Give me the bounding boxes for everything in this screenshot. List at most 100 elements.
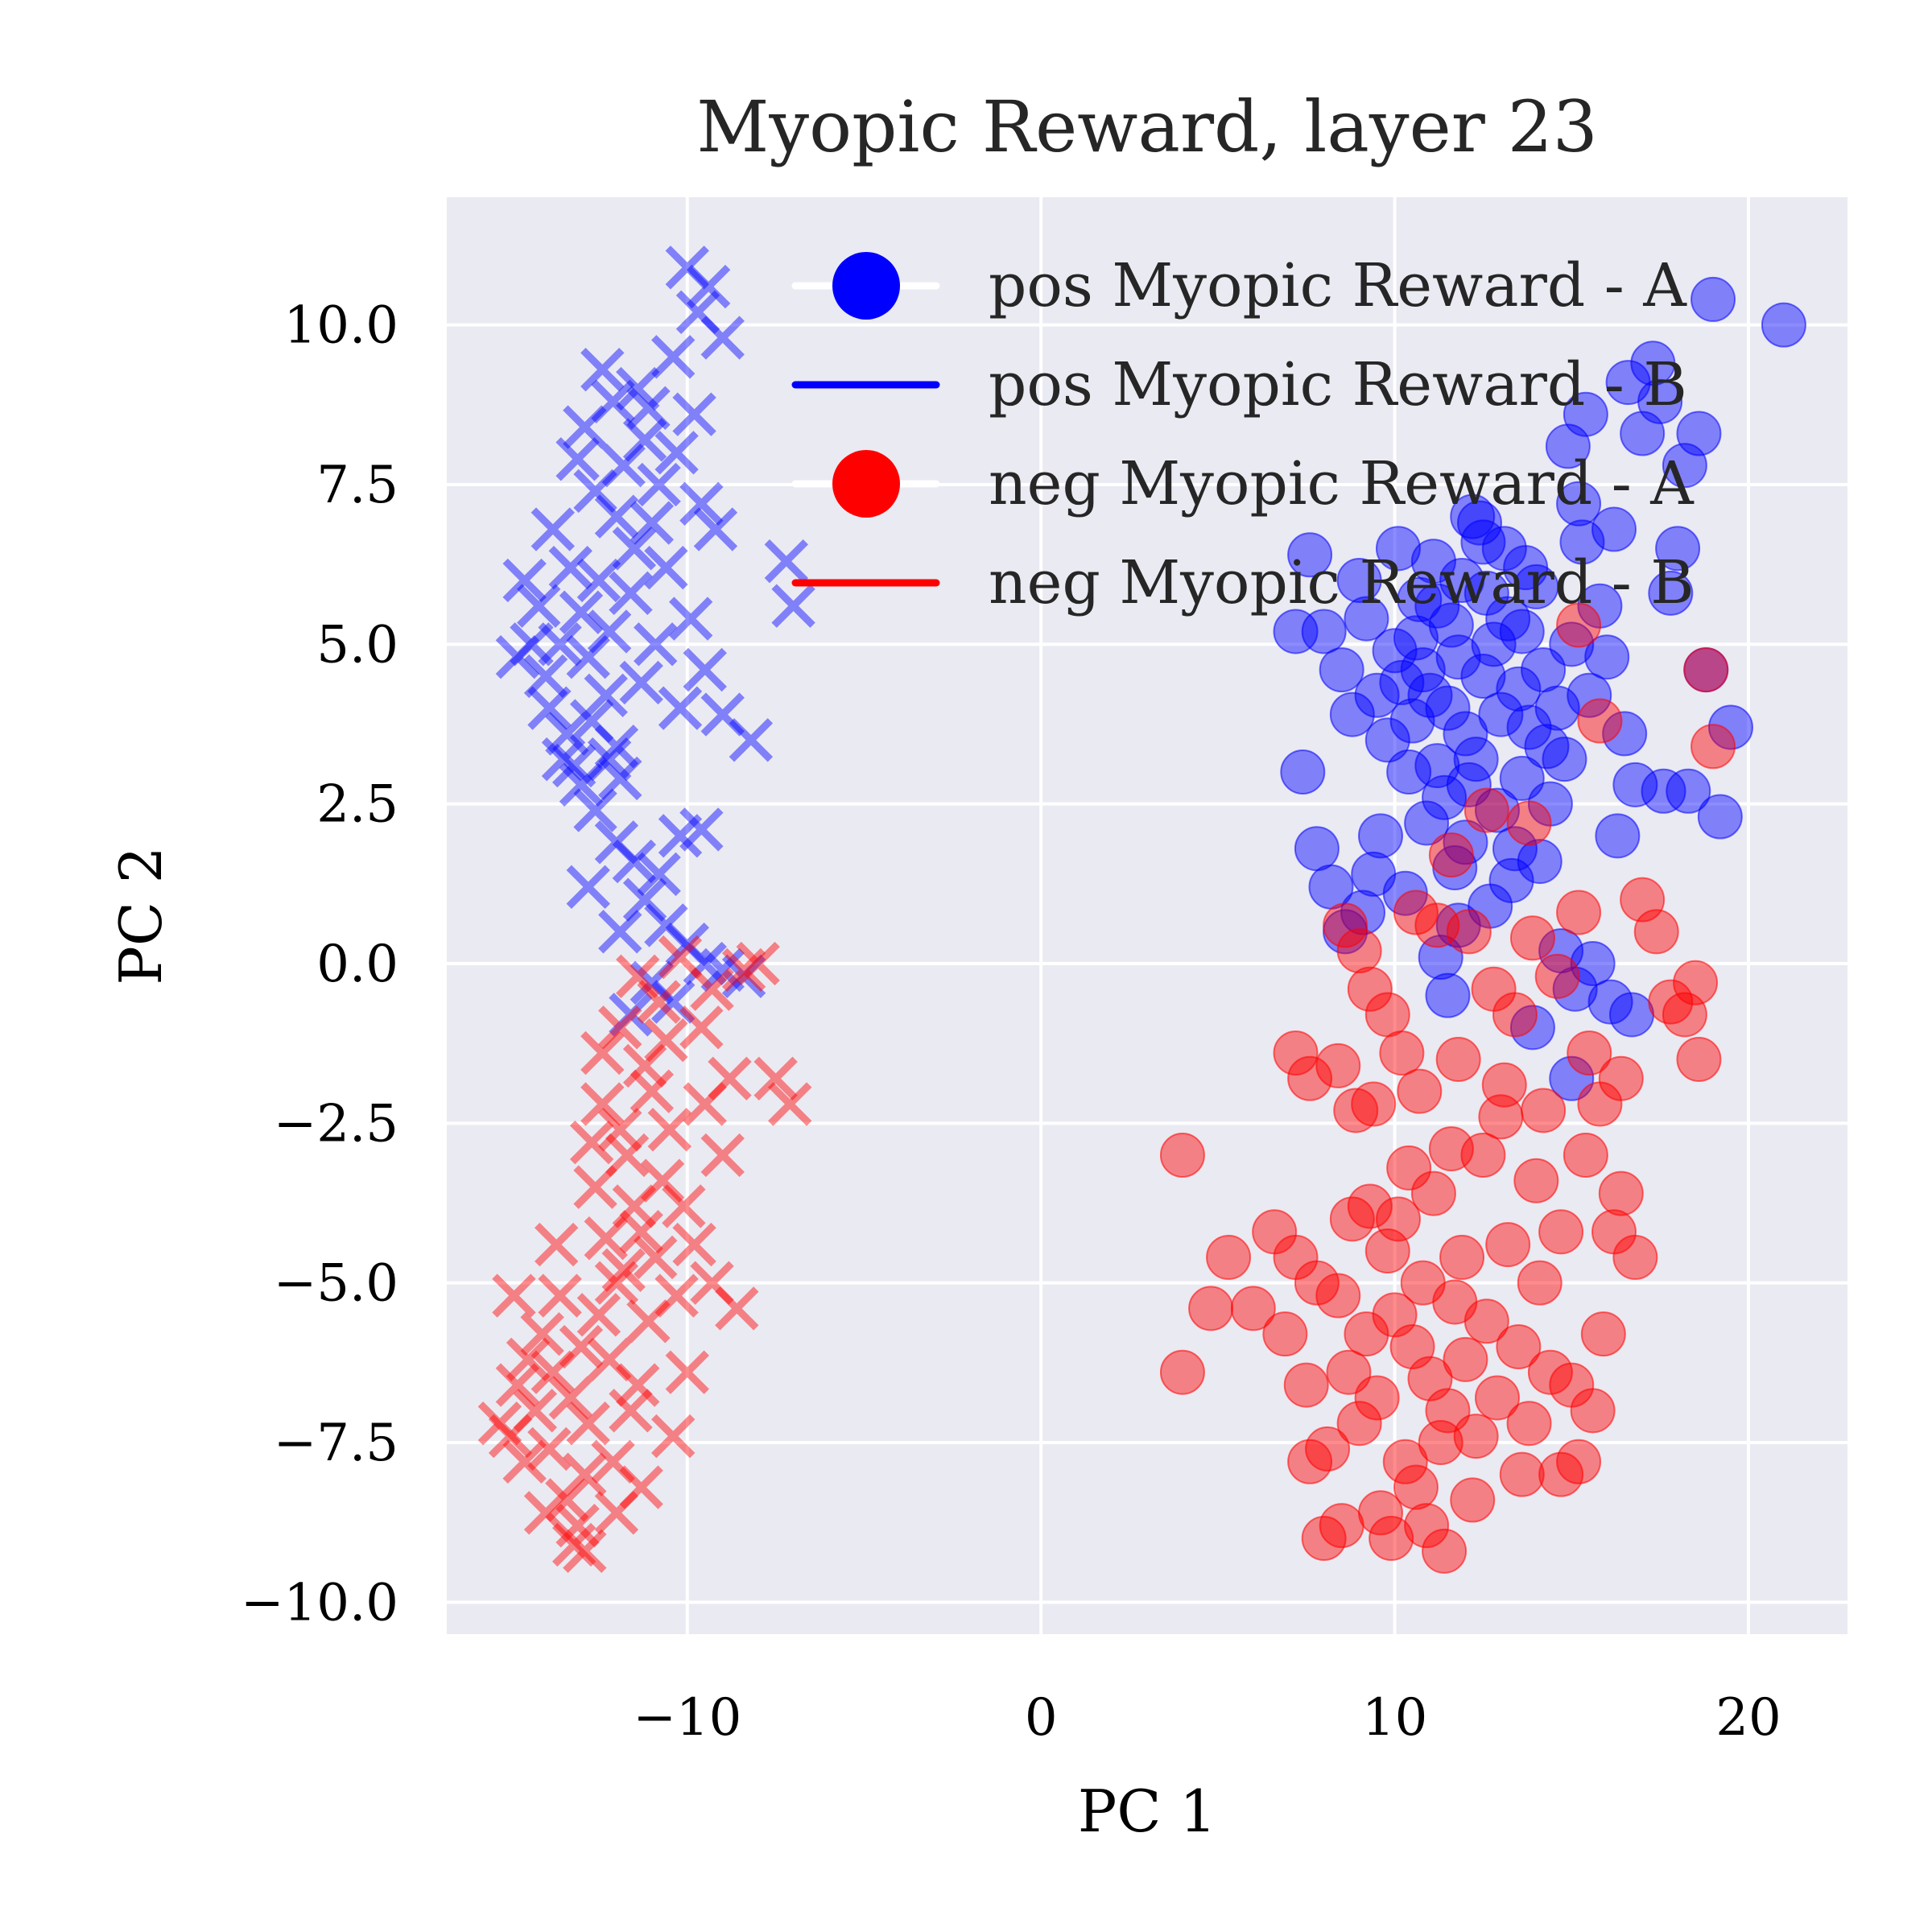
legend-marker — [832, 450, 900, 518]
scatter-x-point — [598, 910, 642, 954]
scatter-x-point — [598, 1005, 642, 1050]
scatter-x-point — [584, 673, 628, 717]
scatter-point — [1435, 1037, 1481, 1082]
scatter-x-point — [683, 941, 727, 986]
scatter-x-point — [665, 246, 709, 290]
scatter-x-point — [591, 1439, 635, 1484]
scatter-point — [1336, 558, 1382, 603]
scatter-point — [1273, 609, 1319, 654]
scatter-x-point — [513, 1389, 558, 1433]
scatter-x-point — [736, 941, 780, 986]
scatter-point — [1708, 704, 1753, 750]
scatter-point — [1598, 1055, 1644, 1101]
scatter-x-point — [502, 1439, 547, 1484]
scatter-point — [1262, 1311, 1308, 1357]
scatter-x-point — [580, 1030, 625, 1075]
scatter-point — [1549, 621, 1595, 667]
scatter-x-point — [640, 1158, 685, 1203]
scatter-point — [1563, 391, 1608, 437]
scatter-x-point — [559, 590, 604, 634]
scatter-point — [1673, 960, 1719, 1005]
scatter-point — [1690, 276, 1736, 322]
scatter-x-point — [690, 967, 734, 1011]
scatter-point — [1364, 992, 1410, 1038]
scatter-point — [1347, 966, 1393, 1012]
scatter-point — [1336, 1401, 1382, 1447]
scatter-x-point — [605, 1133, 650, 1178]
scatter-point — [1485, 1222, 1531, 1268]
scatter-point — [1641, 768, 1686, 814]
scatter-x-point — [569, 699, 614, 743]
scatter-point — [1422, 1528, 1468, 1574]
scatter-point — [1450, 493, 1496, 539]
scatter-x-point — [700, 1133, 745, 1178]
scatter-point — [1513, 1158, 1559, 1203]
scatter-x-point — [576, 558, 621, 603]
scatter-x-point — [634, 622, 678, 667]
scatter-point — [1351, 1081, 1397, 1127]
scatter-x-point — [538, 1274, 582, 1318]
scatter-point — [1496, 666, 1542, 712]
scatter-x-point — [630, 960, 675, 1005]
scatter-x-point — [523, 1491, 568, 1535]
scatter-x-point — [545, 712, 589, 756]
scatter-x-point — [672, 392, 716, 436]
scatter-point — [1648, 570, 1694, 616]
scatter-point — [1598, 1170, 1644, 1216]
scatter-point — [1517, 1260, 1563, 1306]
scatter-x-point — [612, 526, 657, 571]
scatter-point — [1567, 1030, 1612, 1076]
scatter-x-point — [654, 1274, 699, 1318]
scatter-point — [1404, 800, 1450, 846]
scatter-x-point — [619, 1465, 663, 1509]
scatter-x-point — [517, 584, 561, 628]
scatter-x-point — [690, 1261, 734, 1305]
scatter-x-point — [598, 756, 642, 801]
legend-marker — [832, 252, 900, 320]
scatter-x-point — [753, 1056, 798, 1100]
scatter-point — [1379, 1030, 1425, 1076]
scatter-x-point — [573, 1165, 617, 1209]
scatter-x-point — [538, 622, 582, 667]
scatter-point — [1439, 1234, 1485, 1280]
scatter-point — [1517, 839, 1563, 885]
scatter-point — [1159, 1133, 1205, 1178]
scatter-point — [1382, 1439, 1428, 1484]
scatter-x-point — [548, 545, 592, 590]
scatter-x-point — [658, 935, 703, 980]
grid-lines — [447, 197, 1847, 1634]
scatter-point — [1496, 1324, 1542, 1369]
scatter-x-point — [693, 507, 738, 551]
scatter-point — [1460, 1133, 1506, 1178]
scatter-x-point — [700, 316, 745, 360]
y-tick-label: −7.5 — [274, 1414, 398, 1473]
scatter-x-point — [523, 654, 568, 699]
scatter-point — [1499, 1451, 1545, 1497]
scatter-x-point — [616, 366, 660, 411]
scatter-point — [1280, 749, 1326, 795]
scatter-point — [1648, 979, 1694, 1025]
scatter-point — [1453, 1414, 1499, 1459]
scatter-x-point — [637, 980, 681, 1024]
scatter-x-point — [587, 737, 632, 782]
scatter-x-point — [584, 1216, 628, 1261]
scatter-point — [1428, 602, 1474, 648]
scatter-point — [1344, 596, 1389, 642]
scatter-x-point — [616, 1363, 660, 1407]
scatter-x-point — [566, 1402, 610, 1446]
scatter-x-point — [555, 437, 600, 481]
scatter-point — [1633, 909, 1679, 955]
scatter-x-point — [700, 692, 745, 737]
scatter-x-point — [609, 1389, 653, 1433]
scatter-point — [1450, 1477, 1496, 1523]
scatter-point — [1608, 992, 1654, 1038]
scatter-point — [1443, 711, 1488, 757]
scatter-x-point — [573, 469, 617, 514]
scatter-point — [1443, 1336, 1488, 1382]
scatter-point — [1410, 1170, 1456, 1216]
y-tick-label: 10.0 — [284, 296, 399, 356]
scatter-x-point — [612, 839, 657, 884]
scatter-x-point — [594, 1261, 639, 1305]
scatter-x-point — [679, 1005, 724, 1050]
